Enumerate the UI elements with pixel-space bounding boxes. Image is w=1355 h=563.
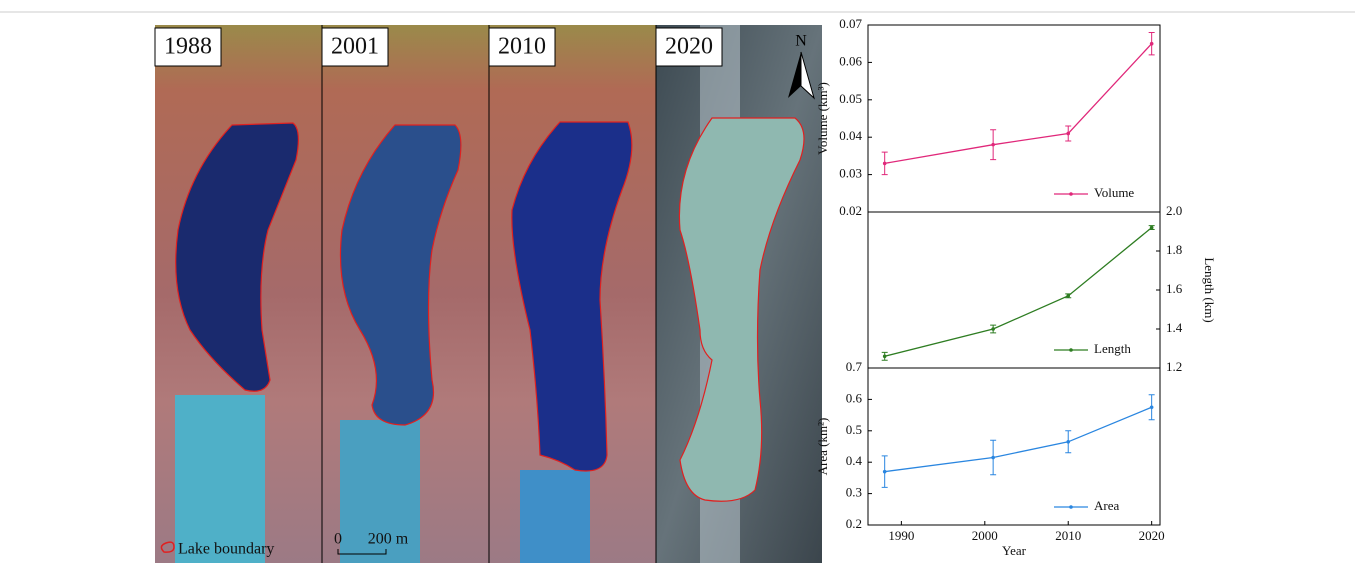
legend-marker — [1069, 192, 1073, 196]
y-tick-label: 2.0 — [1166, 203, 1182, 218]
axis-label: Length (km) — [1202, 257, 1217, 322]
year-label: 2020 — [665, 34, 713, 60]
point — [1150, 226, 1154, 230]
year-label: 2001 — [331, 34, 379, 60]
line — [885, 44, 1152, 164]
y-tick-label: 0.7 — [846, 359, 863, 374]
y-tick-label: 0.03 — [839, 166, 862, 181]
line — [885, 228, 1152, 357]
scale-label: 0 — [334, 531, 342, 548]
y-tick-label: 1.2 — [1166, 359, 1182, 374]
scale-label: 200 m — [368, 531, 409, 548]
axis-label: Volume (km³) — [815, 82, 830, 155]
charts: 0.02 0.03 0.04 0.05 0.06 0.07 Volume (km³) Volu… — [815, 16, 1217, 558]
y-tick-label: 0.07 — [839, 16, 862, 31]
river — [175, 395, 265, 563]
y-tick-label: 1.4 — [1166, 320, 1183, 335]
point — [991, 143, 995, 147]
point — [991, 327, 995, 331]
point — [883, 355, 887, 359]
y-tick-label: 0.05 — [839, 91, 862, 106]
point — [1066, 132, 1070, 136]
x-tick-label: 1990 — [888, 528, 914, 543]
y-tick-label: 0.5 — [846, 422, 862, 437]
river — [520, 470, 590, 563]
y-tick-label: 0.6 — [846, 390, 863, 405]
plot-frame — [868, 25, 1160, 212]
north-label: N — [795, 33, 807, 50]
x-tick-label: 2020 — [1139, 528, 1165, 543]
figure: 1988 2001 2010 2020 N Lake boundary 0 20… — [0, 0, 1355, 563]
y-tick-label: 0.06 — [839, 53, 862, 68]
point — [991, 456, 995, 460]
y-tick-label: 1.8 — [1166, 242, 1182, 257]
x-tick-label: 2010 — [1055, 528, 1081, 543]
year-label: 2010 — [498, 34, 546, 60]
line — [885, 407, 1152, 471]
y-tick-label: 0.2 — [846, 516, 862, 531]
point — [883, 162, 887, 166]
y-tick-label: 1.6 — [1166, 281, 1183, 296]
x-tick-label: 2000 — [972, 528, 998, 543]
legend-label: Volume — [1094, 185, 1134, 200]
legend-label: Lake boundary — [178, 541, 274, 558]
legend-label: Area — [1094, 498, 1119, 513]
point — [883, 470, 887, 474]
legend-label: Length — [1094, 341, 1131, 356]
point — [1066, 440, 1070, 444]
legend-marker — [1069, 348, 1073, 352]
y-tick-label: 0.02 — [839, 203, 862, 218]
legend-marker — [1069, 505, 1073, 509]
axis-label: Area (km²) — [815, 418, 830, 476]
y-tick-label: 0.3 — [846, 485, 862, 500]
year-label: 1988 — [164, 34, 212, 60]
point — [1150, 405, 1154, 409]
image-panels: 1988 2001 2010 2020 N Lake boundary 0 20… — [155, 25, 822, 563]
y-tick-label: 0.4 — [846, 453, 863, 468]
axis-label: Year — [1002, 543, 1027, 558]
point — [1150, 42, 1154, 46]
y-tick-label: 0.04 — [839, 128, 862, 143]
point — [1066, 294, 1070, 298]
